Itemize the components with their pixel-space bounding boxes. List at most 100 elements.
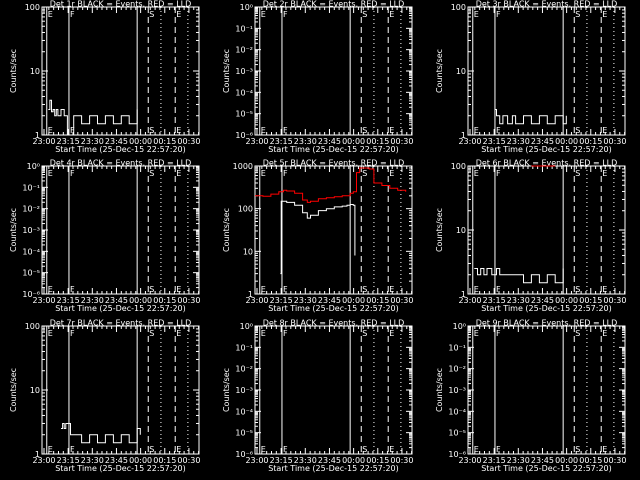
series-events-line: [280, 200, 356, 275]
marker-label-bottom: F: [283, 126, 288, 135]
x-tick-label: 23:00: [245, 137, 268, 146]
series-events-line: [474, 268, 564, 284]
y-tick-label: 1: [461, 131, 466, 140]
x-tick-label: 23:45: [531, 137, 554, 146]
marker-label-top: E: [261, 10, 266, 19]
x-tick-label: 23:15: [483, 137, 506, 146]
marker-label-bottom: E: [474, 445, 479, 454]
y-tick-label: 10⁰: [240, 3, 253, 12]
marker-label-top: S: [362, 10, 367, 19]
marker-label-bottom: E: [176, 445, 181, 454]
x-tick-label: 23:00: [32, 456, 55, 465]
x-tick-label: 00:30: [390, 456, 413, 465]
marker-label-top: E: [48, 169, 53, 178]
marker-label-bottom: S: [149, 126, 154, 135]
x-tick-label: 00:15: [153, 137, 176, 146]
x-tick-label: 00:15: [153, 456, 176, 465]
y-tick-label: 10⁻²: [22, 205, 40, 214]
x-tick-label: 23:30: [81, 296, 104, 305]
x-tick-label: 23:30: [294, 296, 317, 305]
y-axis-label: Counts/sec: [222, 49, 231, 93]
x-tick-label: 23:45: [531, 456, 554, 465]
x-tick-label: 00:00: [129, 137, 152, 146]
marker-label-bottom: E: [48, 285, 53, 294]
series-events-line: [61, 423, 141, 444]
y-tick-label: 100: [451, 162, 466, 171]
y-tick-label: 10: [456, 226, 466, 235]
marker-label-bottom: F: [283, 445, 288, 454]
series-lld-line: [255, 167, 407, 203]
marker-label-top: E: [48, 10, 53, 19]
marker-label-bottom: E: [48, 126, 53, 135]
marker-label-top: E: [389, 10, 394, 19]
y-tick-label: 10⁰: [27, 162, 40, 171]
y-tick-label: 10⁻⁵: [22, 269, 40, 278]
marker-label-top: E: [389, 169, 394, 178]
marker-label-bottom: E: [389, 445, 394, 454]
marker-label-bottom: F: [70, 445, 75, 454]
marker-label-top: E: [602, 329, 607, 338]
x-tick-label: 00:15: [579, 456, 602, 465]
y-axis-label: Counts/sec: [435, 368, 444, 412]
marker-label-top: E: [176, 329, 181, 338]
marker-label-top: E: [176, 10, 181, 19]
x-tick-label: 23:30: [294, 456, 317, 465]
marker-label-bottom: E: [474, 285, 479, 294]
x-tick-label: 00:15: [366, 456, 389, 465]
marker-label-bottom: S: [575, 445, 580, 454]
marker-label-bottom: E: [176, 126, 181, 135]
x-tick-label: 00:15: [366, 296, 389, 305]
chart-title: Det 3r BLACK = Events, RED = LLD: [476, 0, 618, 9]
chart-title: Det 2r BLACK = Events, RED = LLD: [263, 0, 405, 9]
x-tick-label: 00:00: [342, 456, 365, 465]
x-tick-label: 23:15: [270, 296, 293, 305]
marker-label-bottom: E: [261, 285, 266, 294]
x-tick-label: 23:30: [507, 137, 530, 146]
x-tick-label: 00:00: [342, 296, 365, 305]
chart-title: Det 6r BLACK = Events, RED = LLD: [476, 159, 618, 168]
x-tick-label: 23:30: [507, 296, 530, 305]
marker-label-top: S: [575, 329, 580, 338]
y-tick-label: 1: [461, 290, 466, 299]
chart-panel-6: Det 6r BLACK = Events, RED = LLD 1 10 100 23…: [435, 159, 626, 314]
marker-label-bottom: E: [261, 445, 266, 454]
y-tick-label: 10: [243, 247, 253, 256]
x-tick-label: 00:30: [390, 296, 413, 305]
y-tick-label: 10⁻²: [235, 365, 253, 374]
marker-label-top: E: [261, 169, 266, 178]
x-tick-label: 23:45: [318, 296, 341, 305]
marker-label-bottom: E: [261, 126, 266, 135]
y-tick-label: 10⁰: [453, 322, 466, 331]
x-tick-label: 00:00: [129, 296, 152, 305]
marker-label-bottom: E: [176, 285, 181, 294]
marker-label-top: S: [362, 169, 367, 178]
marker-label-top: E: [474, 10, 479, 19]
marker-label-top: F: [70, 169, 75, 178]
marker-label-top: E: [474, 169, 479, 178]
chart-panel-1: Det 1r BLACK = Events, RED = LLD 1 10 100 23…: [9, 0, 200, 154]
marker-label-top: F: [70, 10, 75, 19]
x-tick-label: 23:15: [270, 137, 293, 146]
series-events-line: [495, 109, 567, 125]
y-axis-label: Counts/sec: [9, 368, 18, 412]
y-tick-label: 1000: [233, 162, 253, 171]
y-tick-label: 10⁻²: [448, 365, 466, 374]
y-tick-label: 10⁰: [240, 322, 253, 331]
x-tick-label: 00:30: [603, 296, 626, 305]
x-tick-label: 00:30: [603, 456, 626, 465]
marker-label-top: E: [48, 329, 53, 338]
marker-label-bottom: F: [496, 445, 501, 454]
x-axis-label: Start Time (25-Dec-15 22:57:20): [55, 145, 186, 154]
y-tick-label: 10⁻³: [448, 386, 466, 395]
x-tick-label: 00:30: [177, 456, 200, 465]
chart-title: Det 1r BLACK = Events, RED = LLD: [50, 0, 192, 9]
x-axis-label: Start Time (25-Dec-15 22:57:20): [55, 304, 186, 313]
y-axis-label: Counts/sec: [222, 368, 231, 412]
y-tick-label: 10⁻¹: [22, 183, 40, 192]
marker-label-bottom: S: [362, 285, 367, 294]
y-tick-label: 10⁻⁶: [448, 450, 466, 459]
marker-label-top: S: [149, 169, 154, 178]
chart-title: Det 5r BLACK = Events, RED = LLD: [263, 159, 405, 168]
y-tick-label: 10⁻⁵: [235, 429, 253, 438]
y-tick-label: 100: [25, 322, 40, 331]
